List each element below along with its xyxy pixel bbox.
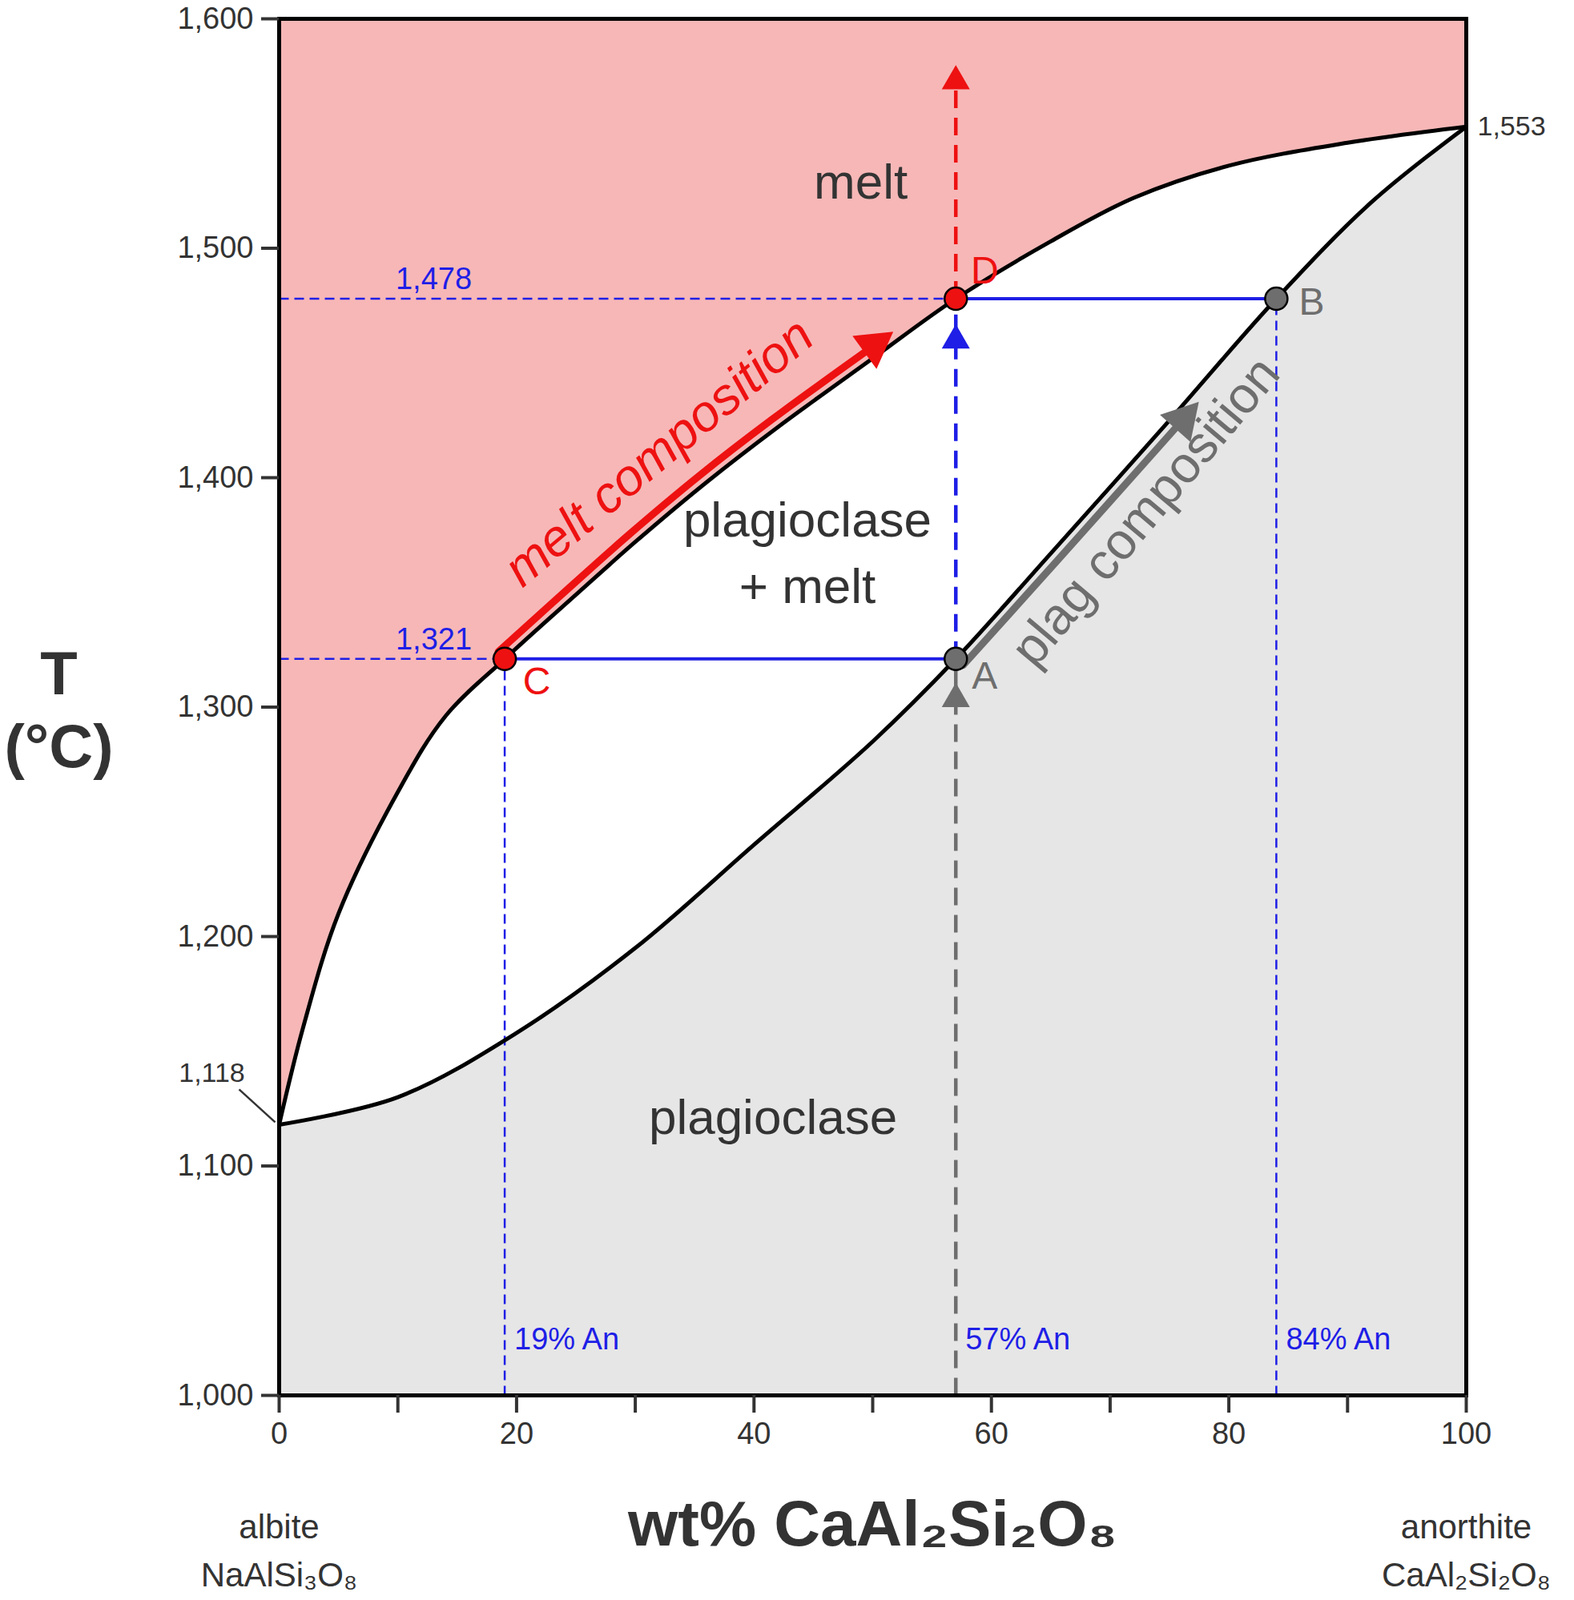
svg-text:1,400: 1,400 — [177, 460, 254, 495]
svg-text:60: 60 — [974, 1417, 1009, 1451]
svg-text:1,300: 1,300 — [177, 689, 254, 724]
svg-text:wt% CaAl₂Si₂O₈: wt% CaAl₂Si₂O₈ — [627, 1488, 1118, 1560]
svg-text:1,553: 1,553 — [1477, 110, 1546, 141]
svg-text:C: C — [523, 660, 552, 703]
svg-text:1,478: 1,478 — [395, 261, 472, 296]
svg-text:1,600: 1,600 — [177, 1, 254, 36]
svg-text:40: 40 — [736, 1417, 771, 1451]
svg-text:80: 80 — [1211, 1417, 1246, 1451]
svg-text:1,500: 1,500 — [177, 230, 254, 265]
svg-text:melt: melt — [813, 153, 908, 210]
svg-text:100: 100 — [1441, 1417, 1492, 1451]
svg-text:D: D — [970, 249, 999, 292]
svg-text:1,000: 1,000 — [177, 1378, 254, 1413]
svg-text:melt composition: melt composition — [492, 305, 825, 598]
svg-text:20: 20 — [499, 1417, 534, 1451]
svg-text:T(°C): T(°C) — [4, 639, 114, 781]
svg-text:0: 0 — [270, 1417, 288, 1451]
svg-text:84% An: 84% An — [1285, 1322, 1391, 1357]
svg-text:B: B — [1298, 280, 1325, 323]
svg-text:albiteNaAlSi₃O₈: albiteNaAlSi₃O₈ — [201, 1508, 359, 1595]
svg-text:19% An: 19% An — [514, 1322, 620, 1357]
svg-text:plagioclase+ melt: plagioclase+ melt — [683, 491, 932, 613]
svg-text:1,118: 1,118 — [178, 1057, 246, 1088]
svg-text:anorthiteCaAl₂Si₂O₈: anorthiteCaAl₂Si₂O₈ — [1381, 1508, 1551, 1595]
svg-text:plag composition: plag composition — [998, 345, 1291, 677]
svg-text:1,100: 1,100 — [177, 1148, 254, 1183]
svg-text:1,321: 1,321 — [395, 622, 472, 657]
svg-text:plagioclase: plagioclase — [648, 1089, 898, 1145]
svg-text:57% An: 57% An — [965, 1322, 1071, 1357]
svg-text:A: A — [971, 654, 998, 697]
svg-text:1,200: 1,200 — [177, 919, 254, 954]
